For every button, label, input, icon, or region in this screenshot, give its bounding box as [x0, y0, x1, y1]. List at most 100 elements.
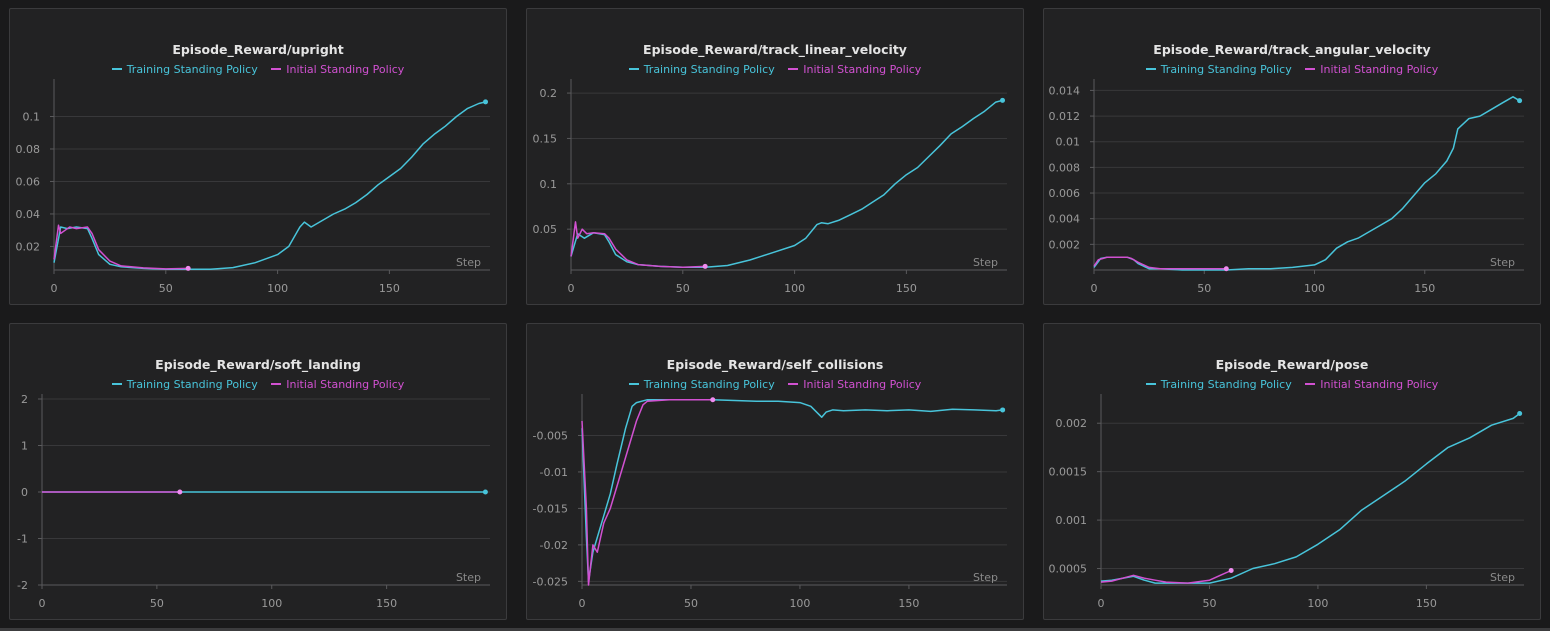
- x-tick-label: 100: [789, 597, 810, 610]
- x-tick-label: 100: [267, 282, 288, 295]
- series-end-point: [1000, 97, 1006, 103]
- y-tick-label: -2: [17, 579, 28, 592]
- series-line-training[interactable]: [581, 398, 1003, 583]
- x-tick-label: 0: [1098, 597, 1105, 610]
- x-tick-label: 0: [568, 282, 575, 295]
- y-tick-label: 0.002: [1049, 238, 1081, 251]
- legend-item-training[interactable]: Training Standing Policy: [111, 378, 258, 391]
- x-axis-label: Step: [456, 256, 481, 269]
- chart-title: Episode_Reward/pose: [1215, 357, 1369, 372]
- x-tick-label: 100: [784, 282, 805, 295]
- x-tick-label: 0: [51, 282, 58, 295]
- legend-swatch: [1305, 68, 1316, 70]
- x-tick-label: 0: [39, 597, 46, 610]
- series-line-training[interactable]: [1093, 96, 1520, 271]
- chart-title: Episode_Reward/track_linear_velocity: [643, 42, 907, 57]
- x-axis-label: Step: [1490, 256, 1515, 269]
- x-tick-label: 50: [676, 282, 690, 295]
- x-tick-label: 150: [1414, 282, 1435, 295]
- series-line-training[interactable]: [570, 99, 1003, 269]
- chart-panel-pose: 0.0005 0.001 0.0015 0.002 0 50 100 150 Step Epis…: [1043, 323, 1541, 620]
- series-line-initial[interactable]: [581, 398, 713, 586]
- x-tick-label: 150: [376, 597, 397, 610]
- chart-plot: 0.05 0.1 0.15 0.2 0 50 100 150 Step: [533, 79, 1007, 295]
- x-tick-label: 150: [379, 282, 400, 295]
- legend-swatch: [1145, 383, 1156, 385]
- chart-plot: -2 -1 0 1 2 0 50 100 150 Step: [17, 393, 490, 610]
- x-tick-label: 150: [1416, 597, 1437, 610]
- chart-legend: Training Standing Policy Initial Standin…: [10, 378, 506, 391]
- chart-panel-track-linear-velocity: 0.05 0.1 0.15 0.2 0 50 100 150 Step Episode_Rewa…: [526, 8, 1024, 305]
- legend-item-initial[interactable]: Initial Standing Policy: [788, 378, 921, 391]
- legend-item-training[interactable]: Training Standing Policy: [1145, 378, 1292, 391]
- legend-label: Training Standing Policy: [643, 378, 775, 391]
- x-tick-label: 100: [261, 597, 282, 610]
- y-tick-label: 2: [21, 393, 28, 406]
- series-end-point: [185, 265, 191, 271]
- legend-swatch: [111, 383, 122, 385]
- series-line-initial[interactable]: [1100, 569, 1232, 584]
- series-end-point: [177, 489, 183, 495]
- y-tick-label: 0.014: [1049, 84, 1081, 97]
- bottom-scrollbar[interactable]: [0, 628, 1550, 631]
- y-tick-label: -0.01: [540, 466, 568, 479]
- x-axis-label: Step: [456, 571, 481, 584]
- legend-label: Training Standing Policy: [1160, 63, 1292, 76]
- chart-plot: 0.0005 0.001 0.0015 0.002 0 50 100 150 Step: [1049, 394, 1524, 610]
- y-tick-label: 0.1: [540, 178, 558, 191]
- series-line-initial[interactable]: [570, 221, 706, 269]
- y-tick-label: 0.15: [533, 132, 558, 145]
- legend-item-training[interactable]: Training Standing Policy: [111, 63, 258, 76]
- legend-item-initial[interactable]: Initial Standing Policy: [1305, 378, 1438, 391]
- x-tick-label: 0: [579, 597, 586, 610]
- legend-swatch: [1305, 383, 1316, 385]
- chart-title: Episode_Reward/upright: [172, 42, 344, 57]
- series-end-point: [1517, 98, 1523, 104]
- chart-legend: Training Standing Policy Initial Standin…: [527, 63, 1023, 76]
- series-line-initial[interactable]: [53, 224, 189, 270]
- chart-legend: Training Standing Policy Initial Standin…: [10, 63, 506, 76]
- x-tick-label: 0: [1091, 282, 1098, 295]
- legend-label: Initial Standing Policy: [286, 63, 405, 76]
- series-line-initial[interactable]: [1093, 256, 1227, 270]
- y-tick-label: 0.06: [16, 175, 41, 188]
- legend-label: Initial Standing Policy: [803, 378, 922, 391]
- series-line-training[interactable]: [53, 101, 486, 270]
- legend-label: Initial Standing Policy: [1320, 63, 1439, 76]
- legend-item-training[interactable]: Training Standing Policy: [628, 378, 775, 391]
- chart-panel-track-angular-velocity: 0.002 0.004 0.006 0.008 0.01 0.012 0.014 0 50 100…: [1043, 8, 1541, 305]
- y-tick-label: 0.0005: [1049, 563, 1088, 576]
- y-tick-label: 0: [21, 486, 28, 499]
- x-tick-label: 100: [1307, 597, 1328, 610]
- legend-item-initial[interactable]: Initial Standing Policy: [271, 63, 404, 76]
- chart-title: Episode_Reward/self_collisions: [666, 357, 884, 372]
- legend-label: Training Standing Policy: [126, 378, 258, 391]
- x-tick-label: 100: [1304, 282, 1325, 295]
- legend-item-training[interactable]: Training Standing Policy: [1145, 63, 1292, 76]
- legend-item-training[interactable]: Training Standing Policy: [628, 63, 775, 76]
- y-tick-label: 0.001: [1056, 514, 1088, 527]
- x-axis-label: Step: [1490, 571, 1515, 584]
- legend-label: Training Standing Policy: [1160, 378, 1292, 391]
- y-tick-label: 0.01: [1056, 136, 1081, 149]
- x-axis-label: Step: [973, 256, 998, 269]
- legend-item-initial[interactable]: Initial Standing Policy: [271, 378, 404, 391]
- legend-label: Training Standing Policy: [126, 63, 258, 76]
- legend-swatch: [788, 68, 799, 70]
- series-end-point: [482, 489, 488, 495]
- legend-swatch: [111, 68, 122, 70]
- chart-panel-upright: 0.02 0.04 0.06 0.08 0.1 0 50 100 150 Step Episode…: [9, 8, 507, 305]
- series-line-training[interactable]: [1100, 412, 1521, 584]
- legend-item-initial[interactable]: Initial Standing Policy: [1305, 63, 1438, 76]
- legend-swatch: [628, 383, 639, 385]
- legend-item-initial[interactable]: Initial Standing Policy: [788, 63, 921, 76]
- chart-panel-soft-landing: -2 -1 0 1 2 0 50 100 150 Step Episode_Reward/soft…: [9, 323, 507, 620]
- legend-swatch: [271, 383, 282, 385]
- y-tick-label: 0.006: [1049, 187, 1081, 200]
- y-tick-label: 0.05: [533, 223, 558, 236]
- legend-swatch: [271, 68, 282, 70]
- legend-label: Training Standing Policy: [643, 63, 775, 76]
- y-tick-label: 0.012: [1049, 110, 1081, 123]
- x-axis-label: Step: [973, 571, 998, 584]
- chart-title: Episode_Reward/track_angular_velocity: [1153, 42, 1431, 57]
